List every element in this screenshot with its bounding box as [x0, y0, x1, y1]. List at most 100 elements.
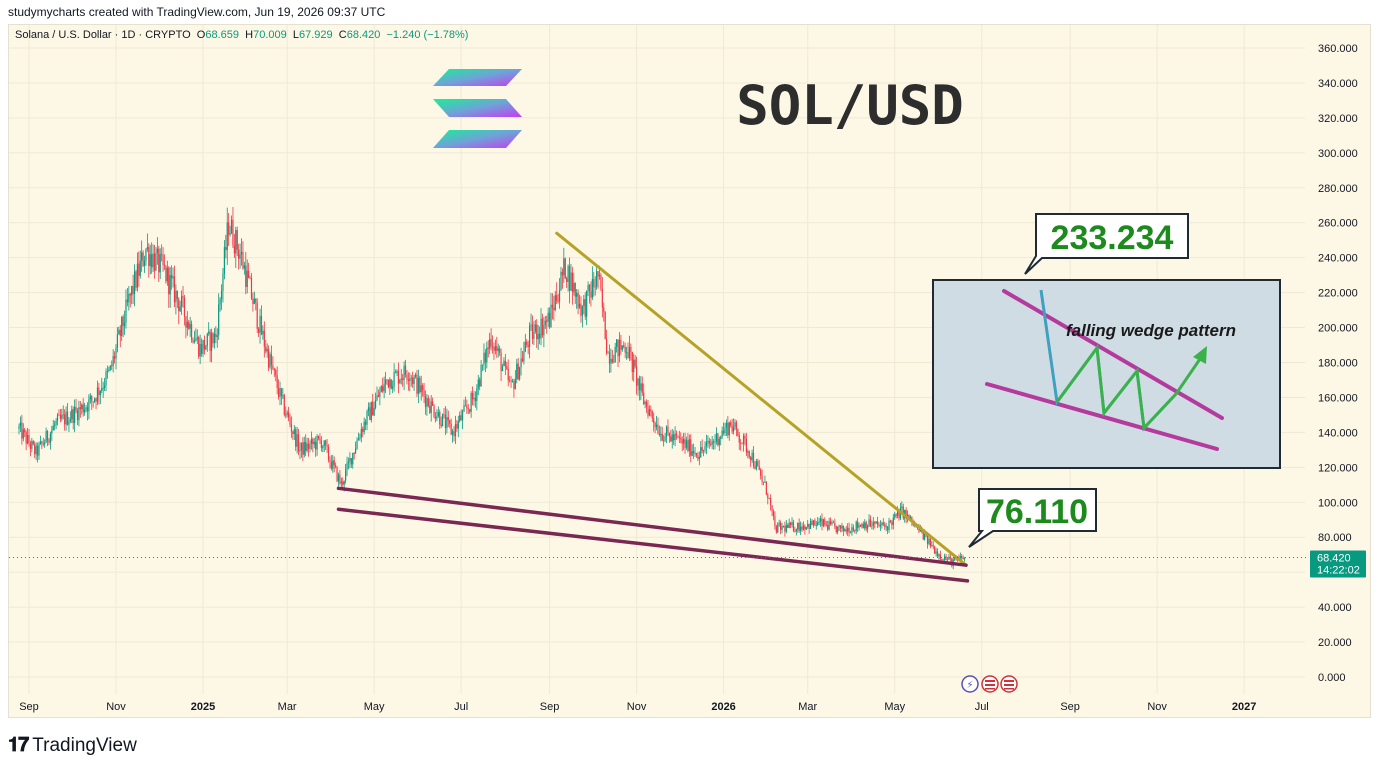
candle-body — [643, 392, 645, 404]
candle-body — [821, 518, 823, 526]
candle-body — [59, 414, 61, 419]
brand-name: TradingView — [32, 734, 137, 756]
candle-body — [924, 534, 926, 540]
candle-body — [335, 465, 337, 467]
arrow-head-icon — [1193, 346, 1207, 364]
candle-body — [581, 306, 583, 316]
candle-body — [235, 230, 237, 254]
candle-body — [384, 379, 387, 385]
candle-body — [568, 266, 571, 291]
support-trendline-1[interactable] — [336, 486, 968, 567]
candle-body — [32, 441, 34, 445]
support-trendline-2[interactable] — [336, 507, 970, 583]
candle-body — [477, 379, 479, 389]
candle-body — [484, 352, 486, 363]
candle-body — [621, 345, 623, 350]
candle-body — [905, 510, 907, 518]
candle-body — [407, 379, 409, 381]
candle-body — [355, 448, 357, 454]
candle-body — [929, 538, 931, 547]
candle-body — [727, 422, 729, 436]
candle-body — [386, 379, 388, 381]
candle-body — [337, 474, 340, 482]
inset-upper-line — [1002, 289, 1224, 420]
candle-body — [834, 522, 836, 527]
candle-body — [848, 527, 850, 533]
candle-body — [18, 426, 20, 429]
tradingview-brand[interactable]: 𝟏𝟕 TradingView — [8, 734, 137, 757]
candle-body — [293, 429, 295, 434]
candle-body — [213, 333, 216, 344]
candle-body — [287, 412, 290, 418]
candle-body — [444, 414, 447, 429]
candle-body — [754, 465, 756, 469]
candle-body — [246, 270, 248, 288]
candle-body — [409, 378, 411, 381]
candle-body — [849, 532, 852, 534]
candle-body — [705, 441, 708, 447]
candle-body — [851, 527, 853, 533]
candle-body — [591, 279, 593, 298]
candle-body — [944, 556, 946, 560]
candle-body — [711, 441, 713, 445]
candle-body — [367, 407, 370, 412]
candle-body — [460, 415, 462, 421]
candle-body — [809, 520, 812, 529]
candle-body — [524, 341, 526, 352]
candle-body — [926, 534, 929, 544]
candle-body — [637, 378, 639, 386]
candle-body — [125, 299, 127, 323]
y-tick-label: 300.000 — [1318, 148, 1358, 160]
candle-body — [548, 312, 551, 327]
candle-body — [671, 434, 673, 442]
candle-body — [698, 457, 700, 459]
candle-body — [370, 402, 372, 420]
resistance-trendline[interactable] — [555, 231, 968, 567]
candle-body — [357, 438, 360, 441]
candle-body — [731, 425, 733, 432]
candle-body — [655, 424, 658, 428]
candle-body — [735, 422, 738, 430]
candle-body — [740, 442, 742, 444]
candle-body — [84, 409, 86, 413]
candle-body — [336, 466, 338, 482]
candle-body — [429, 405, 431, 413]
candle-body — [276, 375, 278, 388]
candle-body — [422, 385, 424, 391]
candle-body — [118, 329, 120, 335]
candle-body — [182, 296, 184, 298]
candle-body — [628, 346, 631, 359]
candle-body — [724, 427, 726, 434]
event-markers[interactable]: ⚡ — [961, 675, 1018, 693]
candle-body — [346, 462, 348, 470]
candle-body — [437, 411, 439, 417]
candle-body — [268, 349, 270, 368]
candle-body — [390, 379, 392, 389]
candle-body — [580, 303, 582, 316]
candle-body — [587, 284, 589, 291]
candle-body — [290, 424, 293, 432]
candle-body — [142, 252, 144, 266]
svg-text:⚡: ⚡ — [966, 680, 973, 691]
candle-body — [369, 407, 371, 420]
candle-body — [269, 354, 271, 368]
candle-body — [166, 267, 168, 282]
candle-body — [315, 441, 317, 450]
candle-body — [787, 524, 789, 528]
candle-body — [576, 292, 578, 297]
candle-body — [245, 265, 247, 288]
candle-body — [574, 282, 576, 297]
candle-body — [474, 397, 477, 402]
candle-body — [645, 401, 648, 407]
candle-body — [664, 436, 666, 441]
candle-body — [466, 405, 468, 409]
candle-body — [393, 372, 395, 387]
candlestick-series — [18, 206, 966, 570]
candle-body — [272, 365, 274, 369]
candle-body — [173, 276, 176, 303]
candle-body — [480, 365, 482, 387]
y-tick-label: 0.000 — [1318, 672, 1346, 684]
candle-body — [697, 455, 699, 459]
candle-body — [426, 398, 428, 407]
